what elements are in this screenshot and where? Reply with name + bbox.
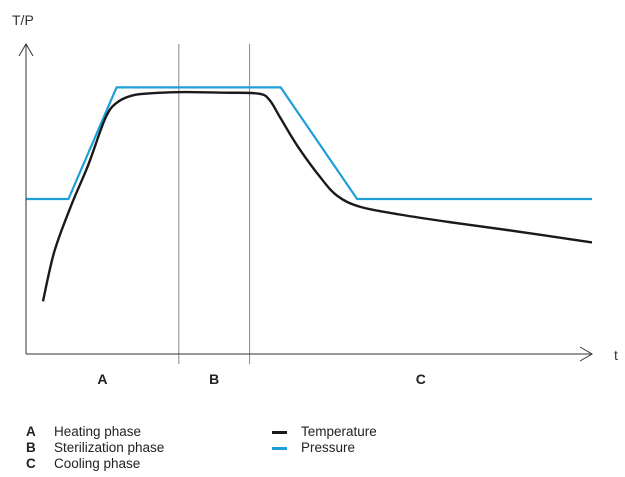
- series-legend: Temperature Pressure: [272, 424, 377, 456]
- legend-label-temperature: Temperature: [301, 424, 377, 439]
- legend-key-a: A: [26, 424, 36, 439]
- y-axis-label: T/P: [12, 12, 34, 28]
- legend-label-c: Cooling phase: [54, 456, 141, 471]
- legend-key-c: C: [26, 456, 36, 471]
- phase-legend: A Heating phase B Sterilization phase C …: [26, 424, 164, 472]
- y-axis-arrow-icon: [18, 43, 34, 57]
- temperature-swatch-icon: [272, 430, 287, 434]
- phase-label-a: A: [97, 371, 107, 387]
- legend-label-a: Heating phase: [54, 424, 142, 439]
- legend-label-b: Sterilization phase: [54, 440, 165, 455]
- legend-item-phase-c: C Cooling phase: [26, 456, 164, 472]
- x-axis-arrow-icon: [579, 346, 593, 362]
- phase-boundaries: [178, 44, 251, 364]
- phase-labels: A B C: [97, 371, 426, 387]
- series-line-pressure: [26, 86, 592, 201]
- pressure-swatch-icon: [272, 446, 287, 450]
- x-axis-label: t: [614, 347, 618, 363]
- legend-item-pressure: Pressure: [272, 440, 377, 456]
- axes: T/P t: [12, 12, 618, 363]
- legend-label-pressure: Pressure: [301, 440, 356, 455]
- series-layer: [26, 86, 593, 302]
- phase-label-c: C: [416, 371, 426, 387]
- phase-label-b: B: [209, 371, 219, 387]
- series-line-temperature: [41, 90, 593, 302]
- legend-item-phase-a: A Heating phase: [26, 424, 164, 440]
- legend-key-b: B: [26, 440, 36, 455]
- legend-item-phase-b: B Sterilization phase: [26, 440, 164, 456]
- legend-item-temperature: Temperature: [272, 424, 377, 440]
